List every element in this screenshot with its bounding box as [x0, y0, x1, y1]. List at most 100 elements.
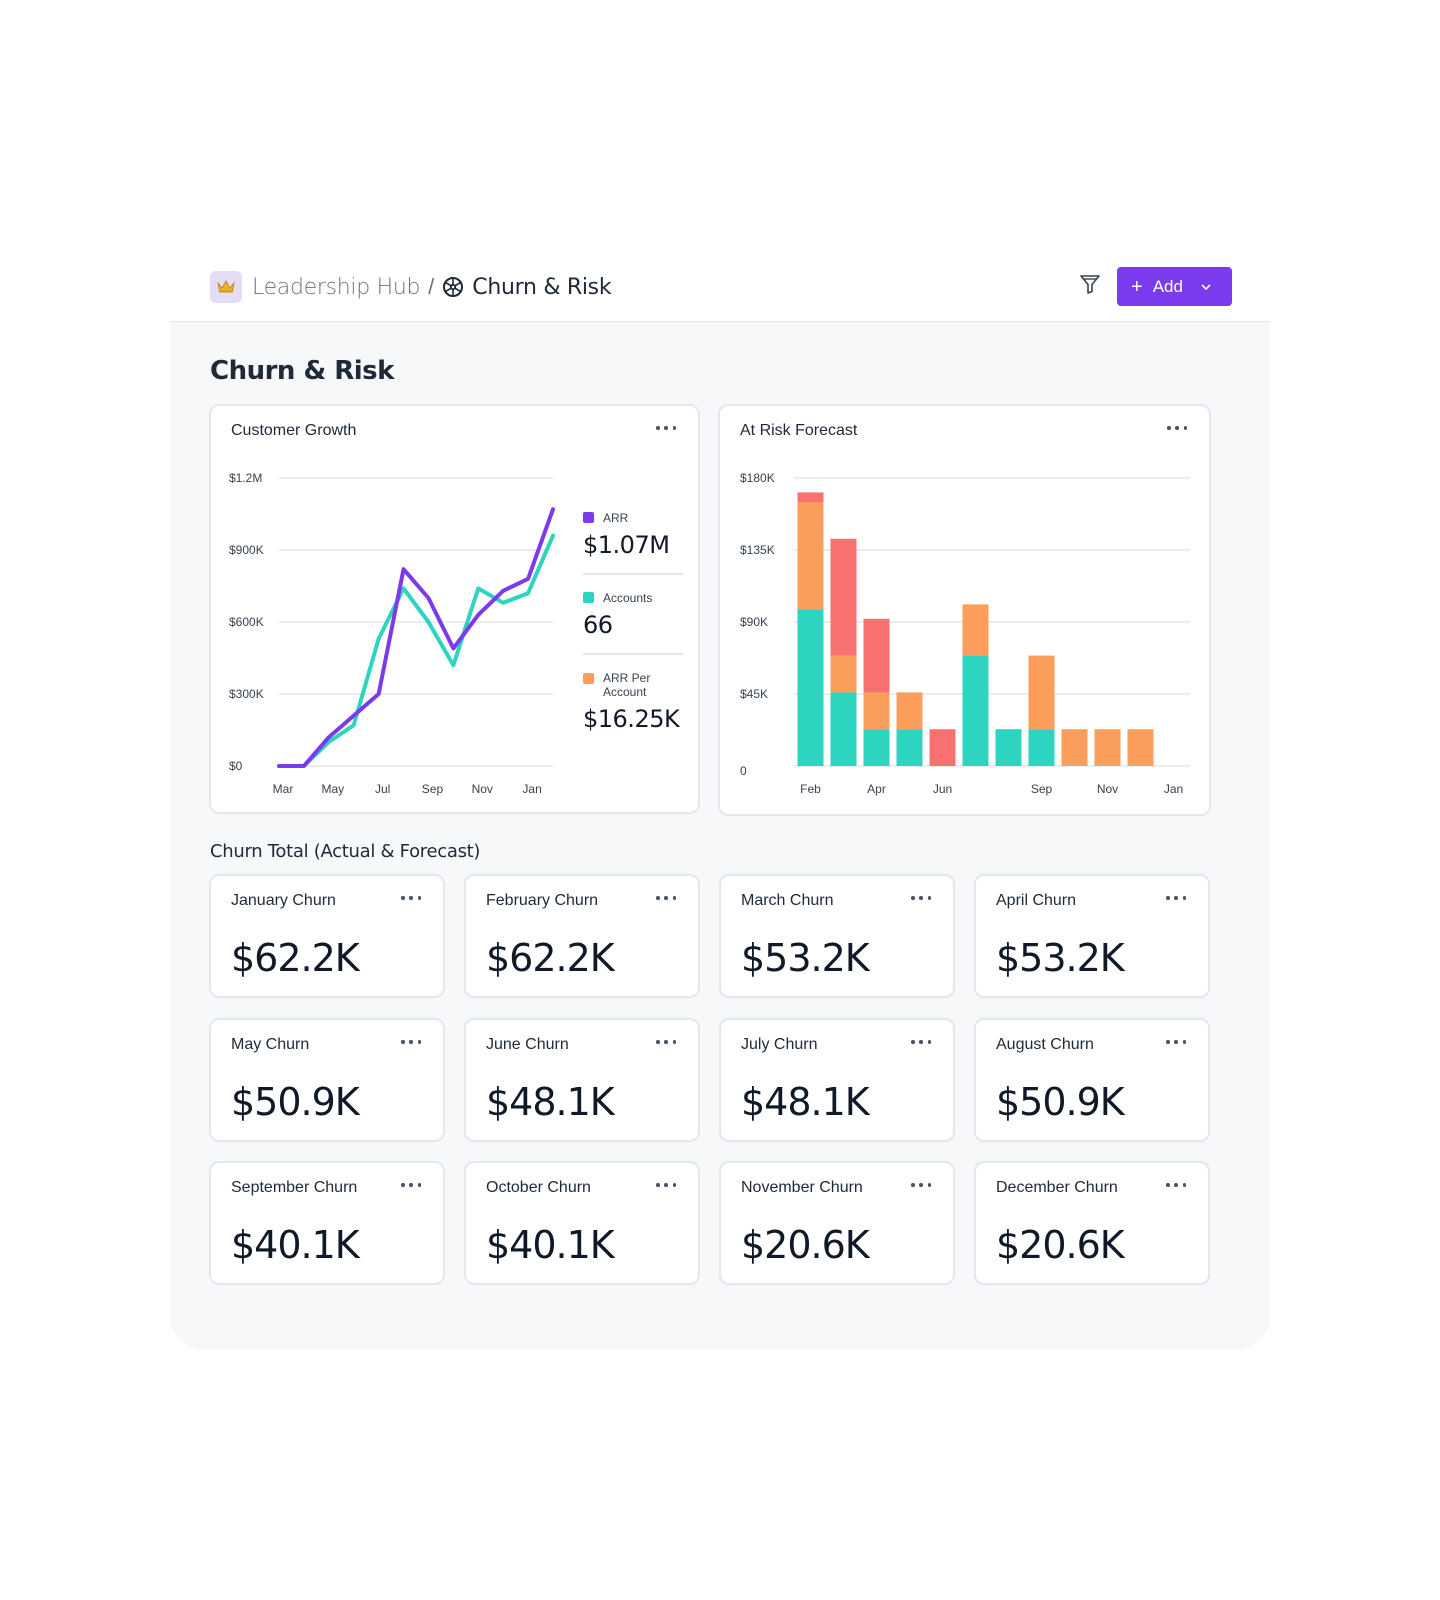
more-options-icon[interactable] [401, 1175, 421, 1195]
wheel-icon [442, 276, 464, 298]
more-options-icon[interactable] [656, 1032, 676, 1052]
churn-kpi-card[interactable]: October Churn $40.1K [464, 1161, 700, 1285]
kpi-value: $53.2K [741, 936, 870, 980]
kpi-value: $62.2K [486, 936, 615, 980]
x-tick-label: Jun [933, 782, 952, 796]
bar-segment [1028, 729, 1055, 766]
kpi-label: July Churn [741, 1036, 818, 1053]
customer-growth-card: Customer Growth $0 $300K $600K $900K $1.2M Ma… [209, 404, 700, 814]
kpi-label: October Churn [486, 1179, 591, 1196]
more-options-icon[interactable] [656, 1175, 676, 1195]
y-tick-label: $0 [229, 759, 243, 773]
more-options-icon[interactable] [1166, 1032, 1186, 1052]
churn-kpi-card[interactable]: January Churn $62.2K [209, 874, 445, 998]
y-tick-label: $300K [229, 687, 264, 701]
y-tick-label: $180K [740, 471, 775, 485]
legend-arr-per-account: ARR Per Account $16.25K [583, 671, 683, 733]
bar-segment [830, 692, 857, 766]
more-options-icon[interactable] [1167, 418, 1187, 438]
x-tick-label: Jan [1164, 782, 1183, 796]
chevron-down-icon[interactable] [1201, 283, 1211, 290]
legend-swatch [583, 673, 594, 684]
x-tick-label: Mar [273, 782, 294, 796]
kpi-label: April Churn [996, 892, 1077, 909]
legend-divider [583, 573, 683, 575]
churn-kpi-card[interactable]: May Churn $50.9K [209, 1018, 445, 1142]
more-options-icon[interactable] [1166, 888, 1186, 908]
bar-segment [863, 692, 890, 730]
legend-divider [583, 653, 683, 655]
app-window: Leadership Hub / Churn & Risk + Add [170, 255, 1270, 1350]
breadcrumb-separator: / [428, 274, 435, 299]
y-tick-label: $600K [229, 615, 264, 629]
y-tick-label: $135K [740, 543, 775, 557]
bar-segment [797, 609, 824, 766]
more-options-icon[interactable] [911, 888, 931, 908]
series-line-arr [277, 507, 555, 768]
kpi-label: November Churn [741, 1179, 863, 1196]
kpi-label: January Churn [231, 892, 336, 909]
legend-swatch [583, 592, 594, 603]
x-tick-label: Feb [800, 782, 821, 796]
bar-segment [1028, 655, 1055, 730]
kpi-label: September Churn [231, 1179, 358, 1196]
more-options-icon[interactable] [911, 1032, 931, 1052]
customer-growth-legend: ARR $1.07M Accounts 66 ARR Per Account $… [583, 511, 683, 733]
kpi-value: $53.2K [996, 936, 1125, 980]
breadcrumb-hub-link[interactable]: Leadership Hub [252, 274, 421, 300]
crown-icon[interactable] [210, 271, 242, 303]
more-options-icon[interactable] [401, 888, 421, 908]
more-options-icon[interactable] [1166, 1175, 1186, 1195]
churn-kpi-card[interactable]: September Churn $40.1K [209, 1161, 445, 1285]
churn-kpi-card[interactable]: July Churn $48.1K [719, 1018, 955, 1142]
bar-segment [797, 492, 824, 502]
y-tick-label: $45K [740, 687, 768, 701]
filter-button[interactable] [1075, 269, 1105, 299]
x-tick-label: Jan [522, 782, 541, 796]
more-options-icon[interactable] [656, 888, 676, 908]
x-tick-label: Sep [422, 782, 444, 796]
breadcrumb-current-page: Churn & Risk [472, 274, 612, 300]
kpi-value: $40.1K [231, 1223, 360, 1267]
legend-label: ARR [603, 511, 629, 525]
dashboard-canvas: Churn & Risk Customer Growth $0 $300K $600… [170, 321, 1270, 1350]
add-button[interactable]: + Add [1117, 267, 1232, 306]
more-options-icon[interactable] [911, 1175, 931, 1195]
kpi-value: $50.9K [996, 1080, 1125, 1124]
kpi-label: June Churn [486, 1036, 569, 1053]
churn-kpi-card[interactable]: March Churn $53.2K [719, 874, 955, 998]
churn-kpi-card[interactable]: November Churn $20.6K [719, 1161, 955, 1285]
bar-segment [962, 604, 989, 656]
churn-kpi-card[interactable]: December Churn $20.6K [974, 1161, 1210, 1285]
kpi-label: December Churn [996, 1179, 1118, 1196]
customer-growth-chart: $0 $300K $600K $900K $1.2M Mar May Jul Sep Nov Jan [229, 471, 555, 796]
at-risk-forecast-chart: 0 $45K $90K $135K $180K Feb Apr Jun Sep Nov Jan [740, 471, 1190, 796]
kpi-label: August Churn [996, 1036, 1094, 1053]
y-tick-label: $900K [229, 543, 264, 557]
plus-icon: + [1131, 275, 1143, 298]
kpi-label: May Churn [231, 1036, 310, 1053]
at-risk-forecast-card: At Risk Forecast 0 $45K $90K $135K $180K Feb A… [718, 404, 1211, 816]
churn-kpi-card[interactable]: April Churn $53.2K [974, 874, 1210, 998]
bar-segment [1094, 729, 1121, 766]
series-line-accounts [277, 533, 555, 768]
more-options-icon[interactable] [656, 418, 676, 438]
legend-value: $1.07M [583, 531, 670, 559]
kpi-value: $62.2K [231, 936, 360, 980]
kpi-value: $20.6K [741, 1223, 870, 1267]
kpi-label: February Churn [486, 892, 599, 909]
at-risk-forecast-title: At Risk Forecast [740, 422, 858, 439]
y-tick-label: $90K [740, 615, 768, 629]
more-options-icon[interactable] [401, 1032, 421, 1052]
x-tick-label: Apr [867, 782, 886, 796]
bar-segment [863, 729, 890, 766]
legend-label: Accounts [603, 591, 653, 605]
churn-section-title: Churn Total (Actual & Forecast) [210, 841, 481, 862]
legend-accounts: Accounts 66 [583, 591, 683, 639]
y-tick-label: $1.2M [229, 471, 262, 485]
bar-segment [896, 729, 923, 766]
churn-kpi-card[interactable]: June Churn $48.1K [464, 1018, 700, 1142]
churn-kpi-card[interactable]: February Churn $62.2K [464, 874, 700, 998]
churn-kpi-card[interactable]: August Churn $50.9K [974, 1018, 1210, 1142]
kpi-value: $40.1K [486, 1223, 615, 1267]
